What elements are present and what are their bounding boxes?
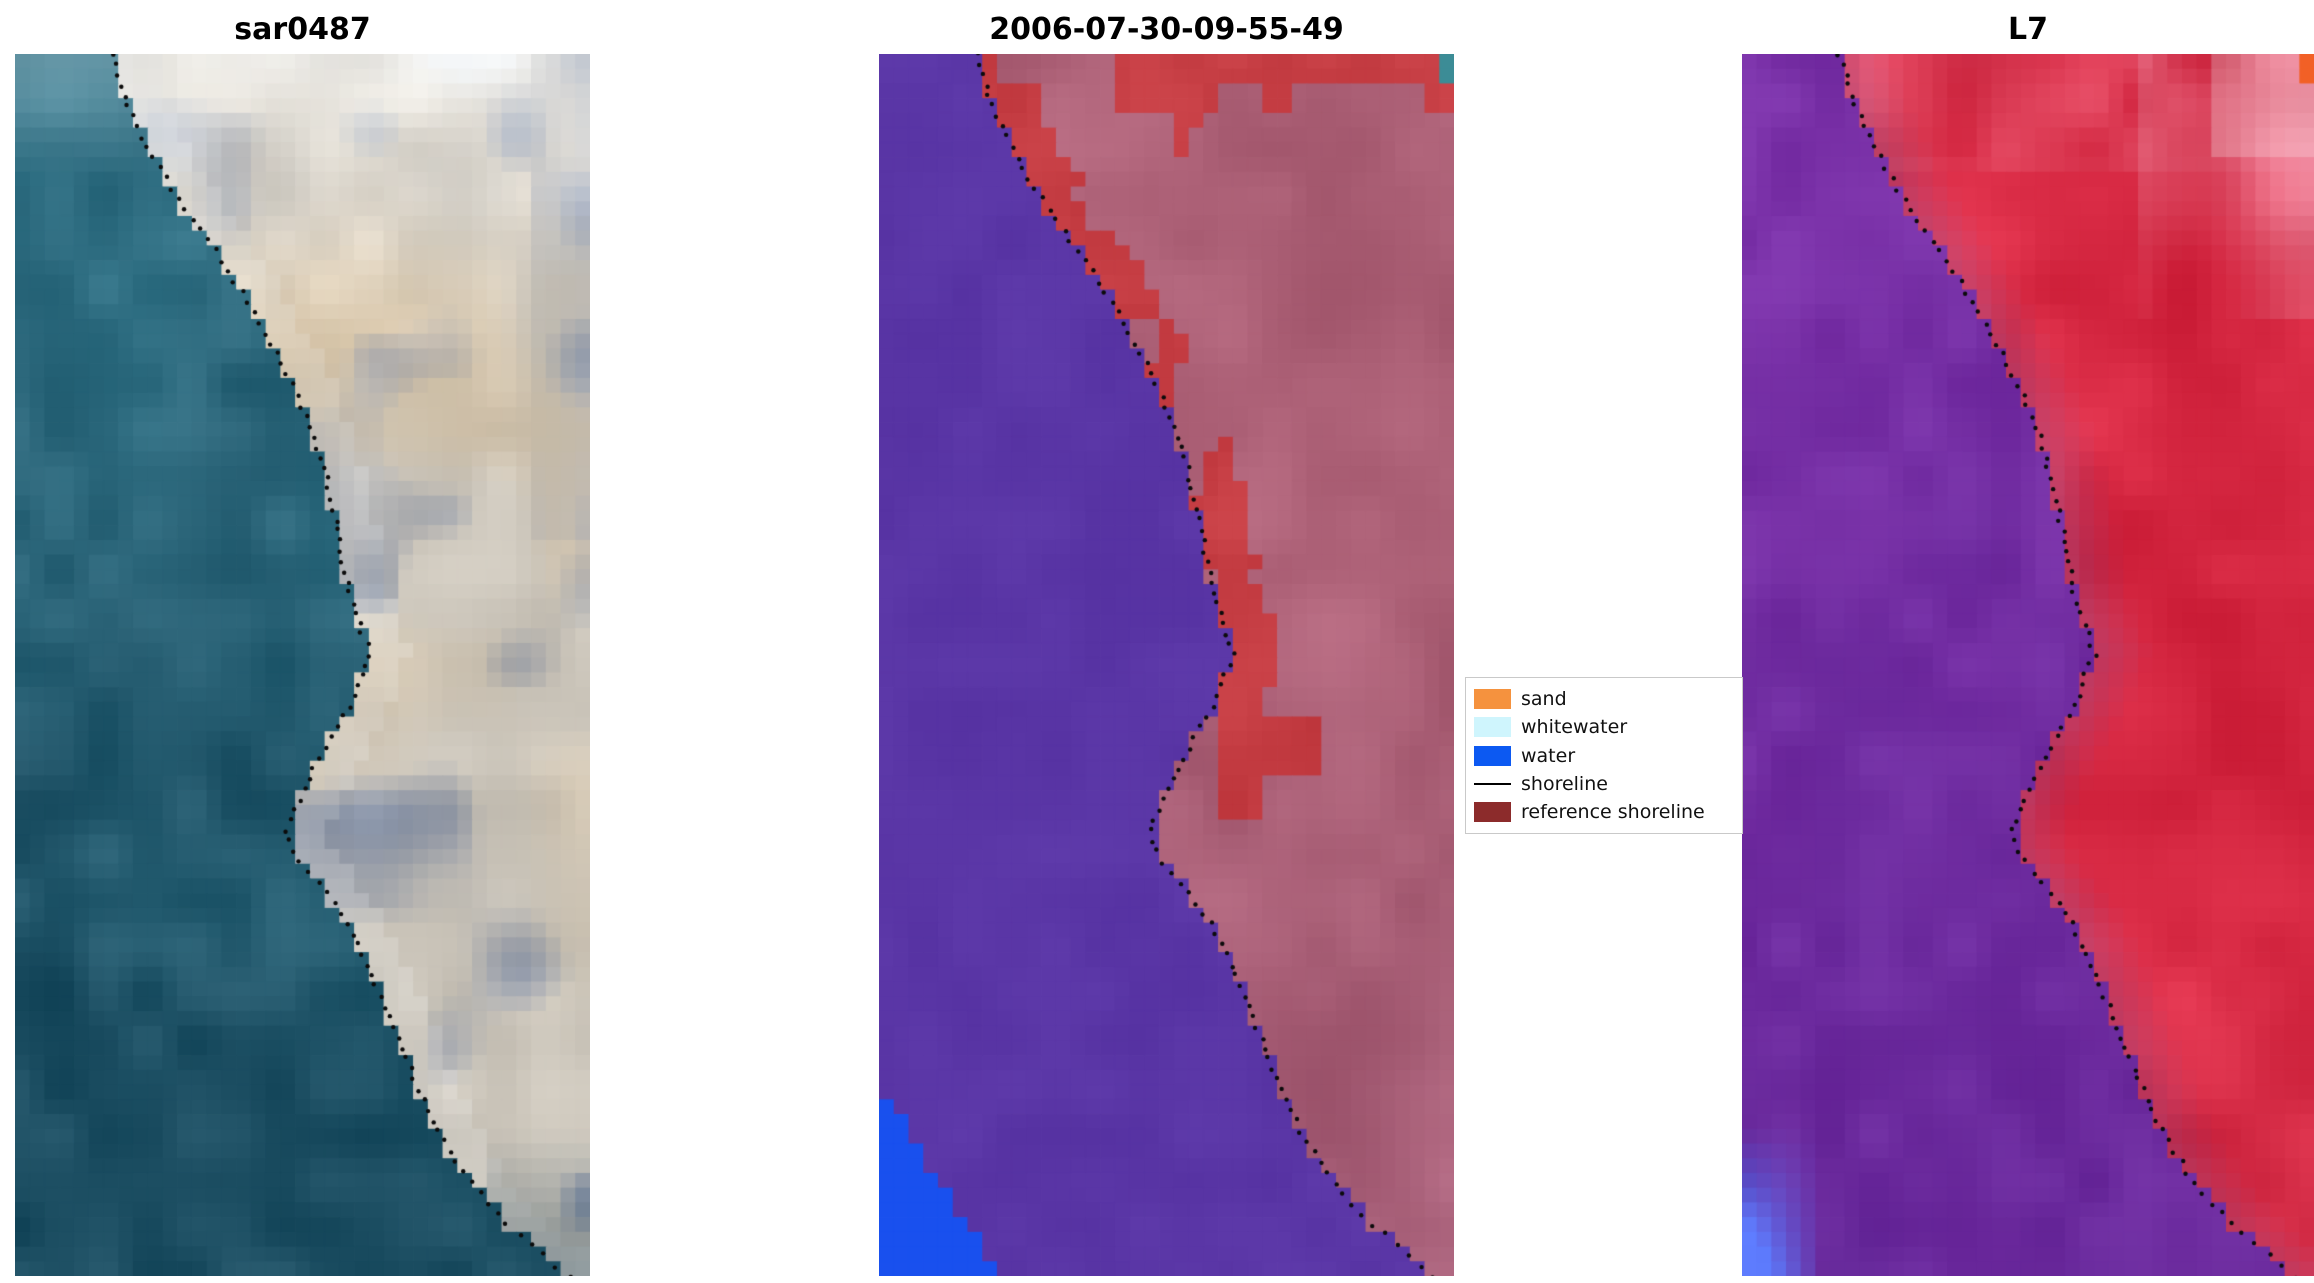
legend-label: shoreline: [1521, 772, 1608, 795]
panel-title-classified: 2006-07-30-09-55-49: [989, 12, 1344, 47]
panel-classified: 2006-07-30-09-55-49: [879, 10, 1454, 1276]
legend-label: reference shoreline: [1521, 800, 1705, 823]
panel-sar0487: sar0487: [15, 10, 590, 1276]
legend-label: sand: [1521, 688, 1567, 711]
legend-label: whitewater: [1521, 716, 1628, 739]
sar0487-satellite-image: [15, 54, 590, 1276]
legend-entry-shoreline: shoreline: [1474, 770, 1734, 798]
sand-color-swatch: [1474, 689, 1511, 710]
legend-entry-reference-shoreline: reference shoreline: [1474, 798, 1734, 826]
legend-entry-whitewater: whitewater: [1474, 713, 1734, 741]
panel-title-sar0487: sar0487: [234, 12, 371, 47]
panel-l7: L7: [1742, 10, 2314, 1276]
water-color-swatch: [1474, 745, 1511, 766]
legend: sand whitewater water shoreline reference sh…: [1465, 677, 1743, 834]
classification-image: [879, 54, 1454, 1276]
whitewater-color-swatch: [1474, 717, 1511, 738]
reference-shoreline-color-swatch: [1474, 801, 1511, 822]
panel-title-l7: L7: [2008, 12, 2048, 47]
shoreline-line-sample: [1474, 782, 1511, 785]
legend-label: water: [1521, 744, 1576, 767]
legend-entry-water: water: [1474, 741, 1734, 769]
legend-entry-sand: sand: [1474, 685, 1734, 713]
l7-false-colour-image: [1742, 54, 2314, 1276]
